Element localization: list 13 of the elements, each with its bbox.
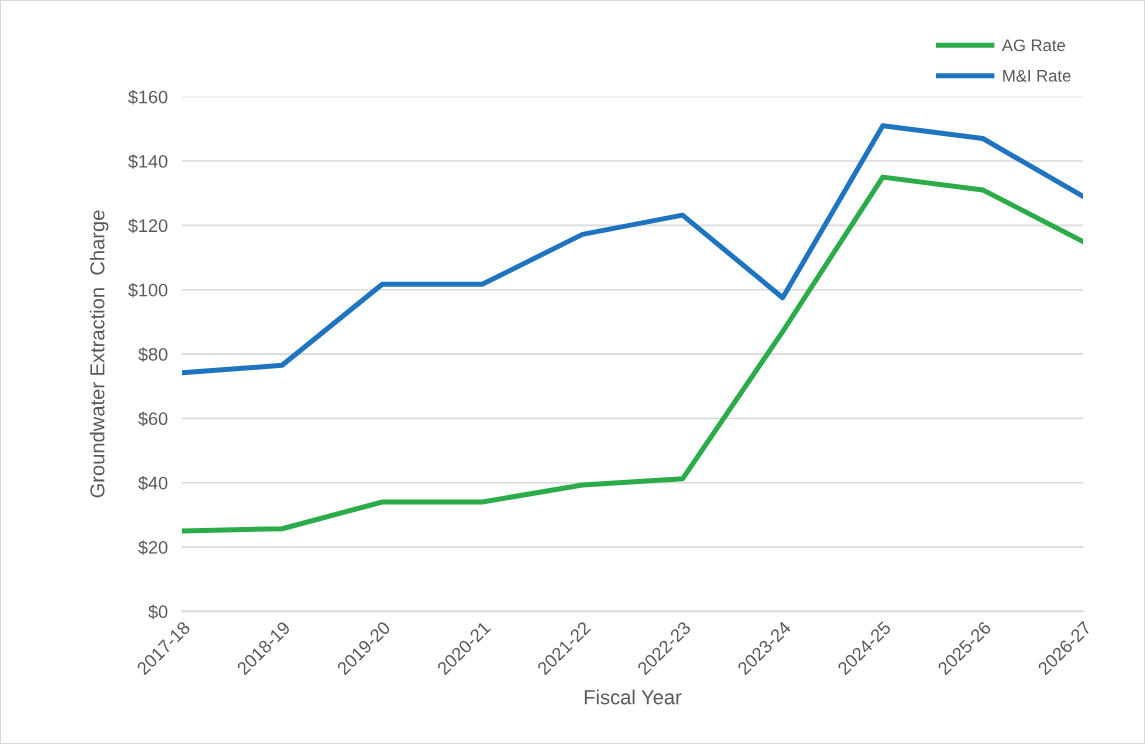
x-axis-title: Fiscal Year bbox=[584, 689, 682, 705]
y-tick-label: $20 bbox=[138, 540, 168, 555]
y-tick-label: $40 bbox=[138, 475, 168, 491]
y-tick-label: $80 bbox=[138, 347, 168, 362]
y-tick-label: $0 bbox=[148, 604, 168, 620]
y-tick-label: $140 bbox=[128, 154, 168, 169]
y-tick-label: $120 bbox=[128, 218, 168, 234]
y-tick-label: $160 bbox=[128, 89, 168, 105]
legend-label: AG Rate bbox=[1001, 39, 1066, 52]
legend-label: M&I Rate bbox=[1003, 70, 1071, 82]
y-tick-label: $100 bbox=[128, 282, 168, 298]
y-axis-title: Groundwater Extraction Charge bbox=[89, 210, 109, 498]
y-tick-label: $60 bbox=[138, 411, 168, 427]
